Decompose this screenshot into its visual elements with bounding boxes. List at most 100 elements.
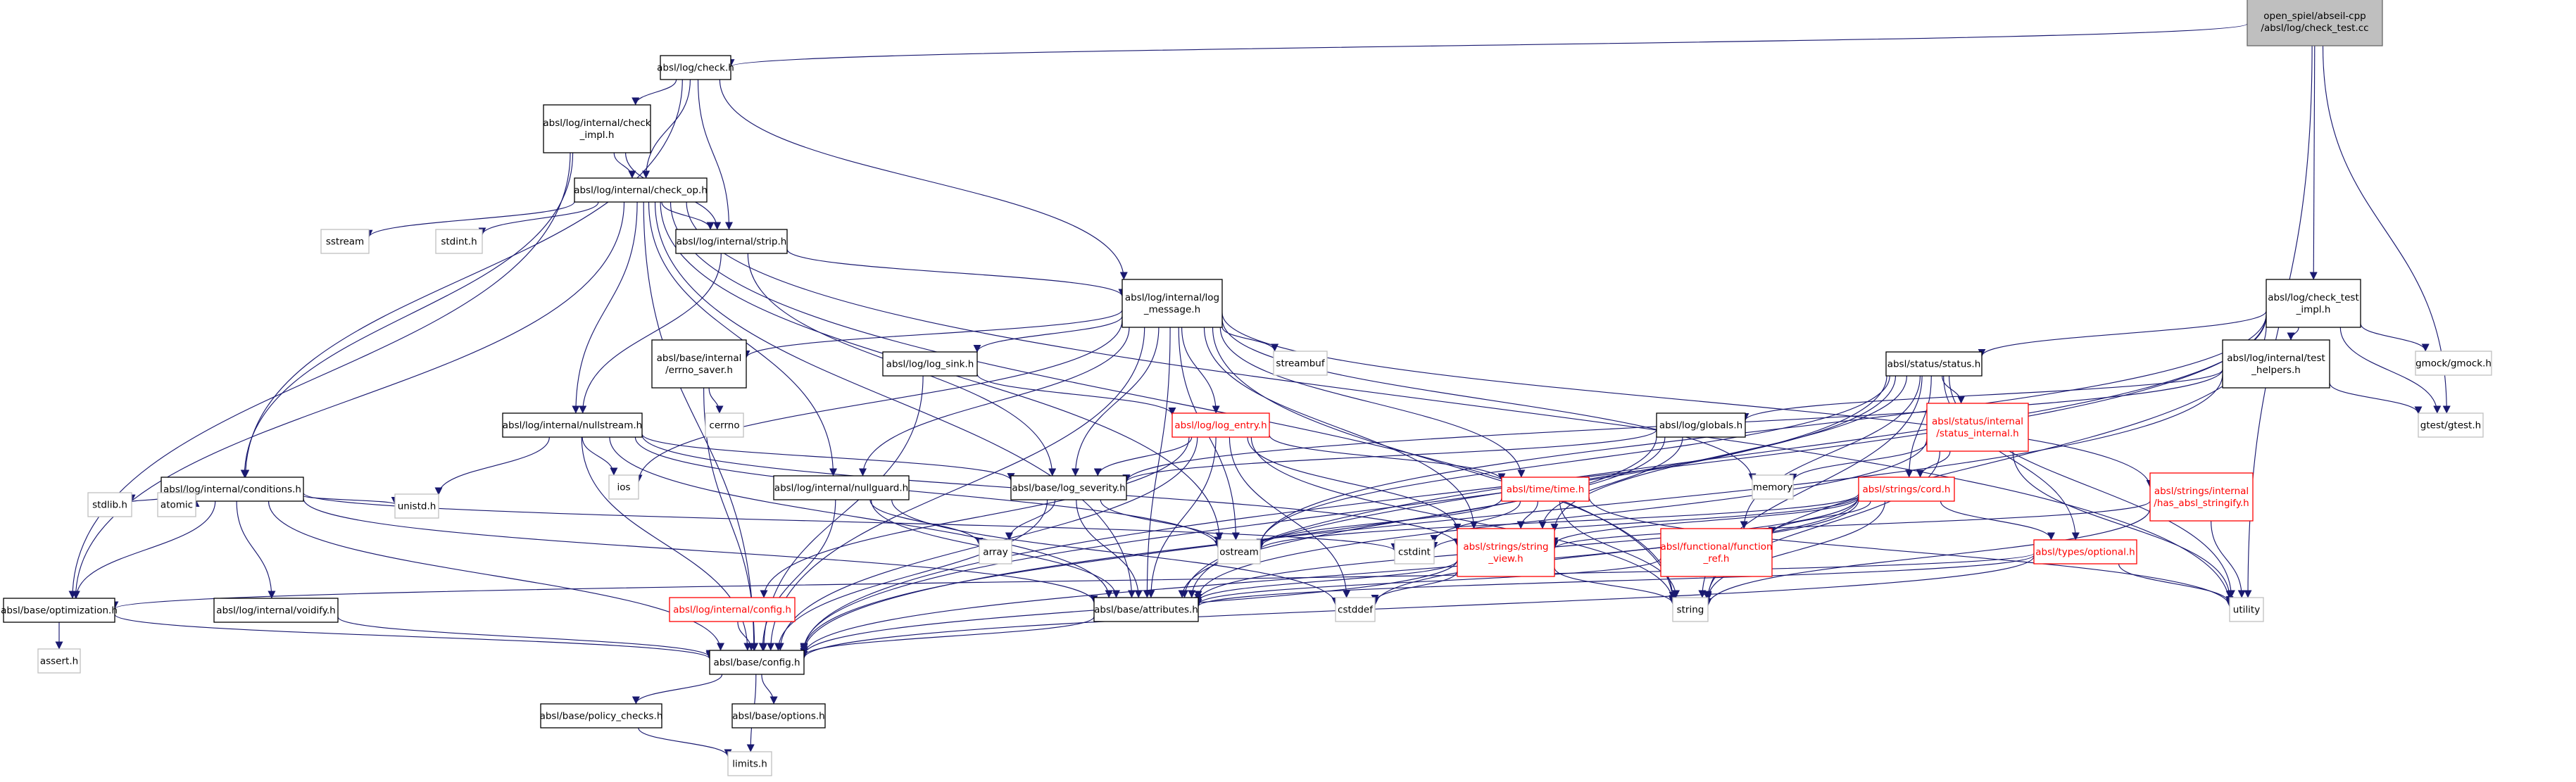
include-edge-config-to-policy_checks — [632, 674, 723, 705]
include-edge-log_message-to-ios — [634, 320, 1123, 483]
node-label: string — [1677, 605, 1704, 616]
node-label: gmock/gmock.h — [2415, 358, 2492, 370]
node-box — [1752, 474, 1794, 500]
node-log-sink[interactable]: absl/log/log_sink.h — [882, 351, 978, 377]
node-box — [1093, 597, 1199, 622]
node-label: absl/strings/string — [1463, 541, 1548, 553]
node-globals[interactable]: absl/log/globals.h — [1656, 412, 1746, 438]
node-box — [608, 474, 639, 500]
node-assert-h: assert.h — [37, 648, 81, 674]
include-edge-log_entry-to-internal_config — [760, 436, 1190, 598]
node-check-test-impl[interactable]: absl/log/check_test_impl.h — [2266, 279, 2361, 328]
node-label: absl/log/internal/strip.h — [677, 237, 787, 248]
node-box — [2266, 279, 2361, 328]
node-label: absl/base/log_severity.h — [1012, 483, 1125, 494]
node-memory: memory — [1752, 474, 1794, 500]
node-log-severity[interactable]: absl/base/log_severity.h — [1010, 475, 1127, 500]
node-box — [1121, 279, 1223, 328]
node-status-internal[interactable]: absl/status/internal/status_internal.h — [1926, 403, 2029, 452]
node-label: absl/strings/cord.h — [1863, 484, 1951, 496]
node-box — [213, 598, 339, 623]
node-label: absl/log/internal/voidify.h — [216, 605, 335, 617]
include-edge-log_message-to-config — [767, 327, 1145, 651]
node-time[interactable]: absl/time/time.h — [1501, 477, 1590, 502]
include-edge-status-to-status_internal — [1942, 375, 1966, 404]
include-edge-log_sink-to-log_entry — [976, 373, 1176, 416]
node-cord[interactable]: absl/strings/cord.h — [1858, 477, 1955, 502]
node-box — [2415, 351, 2492, 376]
node-ostream: ostream — [1217, 539, 1261, 565]
node-label: absl/log/internal/log — [1125, 292, 1219, 303]
node-label: _helpers.h — [2251, 365, 2301, 376]
include-edge-time-to-cstdint — [1430, 500, 1521, 543]
node-check-h[interactable]: absl/log/check.h — [657, 55, 734, 80]
node-config[interactable]: absl/base/config.h — [709, 650, 805, 675]
node-nullguard[interactable]: absl/log/internal/nullguard.h — [773, 475, 910, 500]
node-box — [37, 648, 81, 674]
node-strip[interactable]: absl/log/internal/strip.h — [675, 229, 788, 254]
node-label: absl/status/internal — [1932, 416, 2023, 427]
node-status[interactable]: absl/status/status.h — [1885, 351, 1983, 377]
node-box — [87, 492, 132, 517]
include-edge-has_stringify-to-string_view — [1550, 500, 2151, 550]
node-check-op[interactable]: absl/log/internal/check_op.h — [574, 177, 708, 203]
node-label: unistd.h — [398, 501, 436, 512]
node-box — [2247, 0, 2383, 46]
node-internal-config[interactable]: absl/log/internal/config.h — [669, 597, 796, 622]
include-edge-conditions-to-cstdint — [303, 492, 1399, 552]
node-box — [1672, 597, 1709, 622]
include-edge-nullstream-to-ios — [582, 436, 618, 476]
node-has-stringify[interactable]: absl/strings/internal/has_absl_stringify… — [2149, 472, 2254, 522]
include-edge-check_op-to-stdint_h — [478, 201, 599, 236]
node-root[interactable]: open_spiel/abseil-cpp/absl/log/check_tes… — [2247, 0, 2383, 46]
node-log-message[interactable]: absl/log/internal/log_message.h — [1121, 279, 1223, 328]
include-edge-check_op-to-optimization — [72, 201, 625, 599]
node-policy-checks[interactable]: absl/base/policy_checks.h — [540, 703, 663, 729]
node-attributes[interactable]: absl/base/attributes.h — [1093, 597, 1199, 622]
node-box — [2418, 412, 2484, 438]
node-voidify[interactable]: absl/log/internal/voidify.h — [213, 598, 339, 623]
node-box — [651, 339, 747, 389]
node-box — [1010, 475, 1127, 500]
nodes-layer: open_spiel/abseil-cpp/absl/log/check_tes… — [1, 0, 2492, 776]
include-edge-check_h-to-conditions — [241, 79, 683, 478]
node-stdint-h: stdint.h — [435, 229, 483, 254]
node-label: absl/log/log_sink.h — [886, 359, 974, 370]
node-label: absl/log/check_test — [2268, 292, 2359, 303]
node-box — [1457, 528, 1555, 577]
include-edge-check_h-to-log_message — [719, 79, 1128, 280]
include-edge-test_helpers-to-gtest — [2329, 382, 2423, 415]
node-gmock: gmock/gmock.h — [2415, 351, 2492, 376]
node-label: stdlib.h — [92, 500, 127, 511]
node-check-impl[interactable]: absl/log/internal/check_impl.h — [543, 104, 651, 153]
include-edge-check_op-to-sstream — [365, 201, 575, 238]
node-test-helpers[interactable]: absl/log/internal/test_helpers.h — [2222, 339, 2330, 389]
include-edge-internal_config-to-config — [737, 621, 755, 651]
include-edge-status_internal-to-attributes — [1194, 438, 1928, 599]
node-optimization[interactable]: absl/base/optimization.h — [1, 598, 118, 623]
include-edge-check_op-to-strip — [661, 201, 715, 230]
node-box — [660, 55, 731, 80]
node-label: absl/log/internal/nullguard.h — [774, 483, 908, 494]
node-box — [2222, 339, 2330, 389]
node-errno-saver[interactable]: absl/base/internal/errno_saver.h — [651, 339, 747, 389]
node-box — [3, 598, 115, 623]
node-options[interactable]: absl/base/options.h — [731, 703, 826, 729]
include-edge-voidify-to-config — [337, 617, 714, 658]
include-edge-cord-to-function_ref — [1768, 500, 1871, 535]
node-function-ref[interactable]: absl/functional/function_ref.h — [1660, 528, 1773, 577]
node-box — [2229, 597, 2264, 622]
node-label: assert.h — [40, 656, 78, 667]
node-label: absl/log/internal/check_op.h — [574, 185, 708, 196]
node-log-entry[interactable]: absl/log/log_entry.h — [1171, 412, 1270, 438]
node-box — [1926, 403, 2029, 452]
node-optional[interactable]: absl/types/optional.h — [2033, 539, 2137, 565]
include-edge-log_message-to-time — [1219, 327, 1526, 478]
node-label: absl/log/globals.h — [1659, 420, 1742, 431]
node-string-view[interactable]: absl/strings/string_view.h — [1457, 528, 1555, 577]
node-box — [543, 104, 651, 153]
node-label: _message.h — [1143, 304, 1200, 315]
node-nullstream[interactable]: absl/log/internal/nullstream.h — [502, 412, 643, 438]
node-label: absl/time/time.h — [1507, 484, 1585, 496]
edges-layer — [55, 23, 2451, 757]
